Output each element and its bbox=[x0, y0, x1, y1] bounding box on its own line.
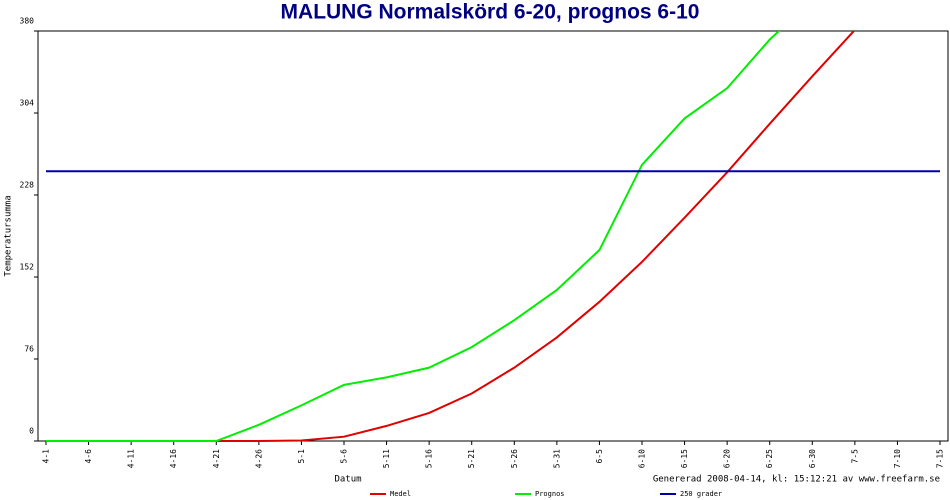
y-tick-label: 228 bbox=[20, 181, 35, 190]
y-tick-label: 76 bbox=[24, 345, 34, 354]
x-tick-label: 4-26 bbox=[254, 449, 263, 468]
x-tick-label: 5-31 bbox=[552, 449, 561, 468]
y-tick-label: 152 bbox=[20, 263, 35, 272]
chart-title: MALUNG Normalskörd 6-20, prognos 6-10 bbox=[281, 1, 700, 24]
legend-label: 250 grader bbox=[680, 490, 722, 498]
x-tick-label: 5-16 bbox=[425, 449, 434, 468]
plot-frame bbox=[37, 30, 949, 442]
x-tick-label: 7-10 bbox=[893, 449, 902, 468]
x-axis-title: Datum bbox=[334, 475, 361, 485]
y-tick-label: 380 bbox=[20, 17, 35, 26]
x-tick-label: 6-15 bbox=[680, 449, 689, 468]
plot-lines bbox=[46, 31, 940, 442]
x-tick-label: 4-16 bbox=[169, 449, 178, 468]
legend-label: Medel bbox=[390, 490, 411, 498]
x-tick-label: 4-1 bbox=[42, 449, 51, 464]
x-tick-label: 5-11 bbox=[382, 449, 391, 468]
x-tick-label: 6-5 bbox=[595, 449, 604, 464]
x-tick-label: 7-5 bbox=[850, 449, 859, 464]
x-tick-label: 5-6 bbox=[340, 449, 349, 464]
series-line bbox=[46, 31, 856, 442]
x-tick-label: 6-30 bbox=[808, 449, 817, 468]
y-tick-label: 0 bbox=[29, 427, 34, 436]
x-tick-label: 4-21 bbox=[212, 449, 221, 468]
y-tick-label: 304 bbox=[20, 99, 35, 108]
x-tick-label: 6-20 bbox=[723, 449, 732, 468]
series-line bbox=[46, 31, 781, 442]
x-tick-label: 5-21 bbox=[467, 449, 476, 468]
x-tick-label: 6-10 bbox=[638, 449, 647, 468]
x-tick-label: 5-26 bbox=[510, 449, 519, 468]
y-axis-title: Temperatursumma bbox=[4, 195, 14, 276]
legend-label: Prognos bbox=[535, 490, 565, 498]
x-tick-label: 4-11 bbox=[127, 449, 136, 468]
footer: Genererad 2008-04-14, kl: 15:12:21 av ww… bbox=[653, 475, 940, 485]
x-tick-label: 4-6 bbox=[84, 449, 93, 464]
x-tick-label: 7-15 bbox=[936, 449, 945, 468]
x-tick-label: 5-1 bbox=[297, 449, 306, 464]
x-tick-label: 6-25 bbox=[765, 449, 774, 468]
